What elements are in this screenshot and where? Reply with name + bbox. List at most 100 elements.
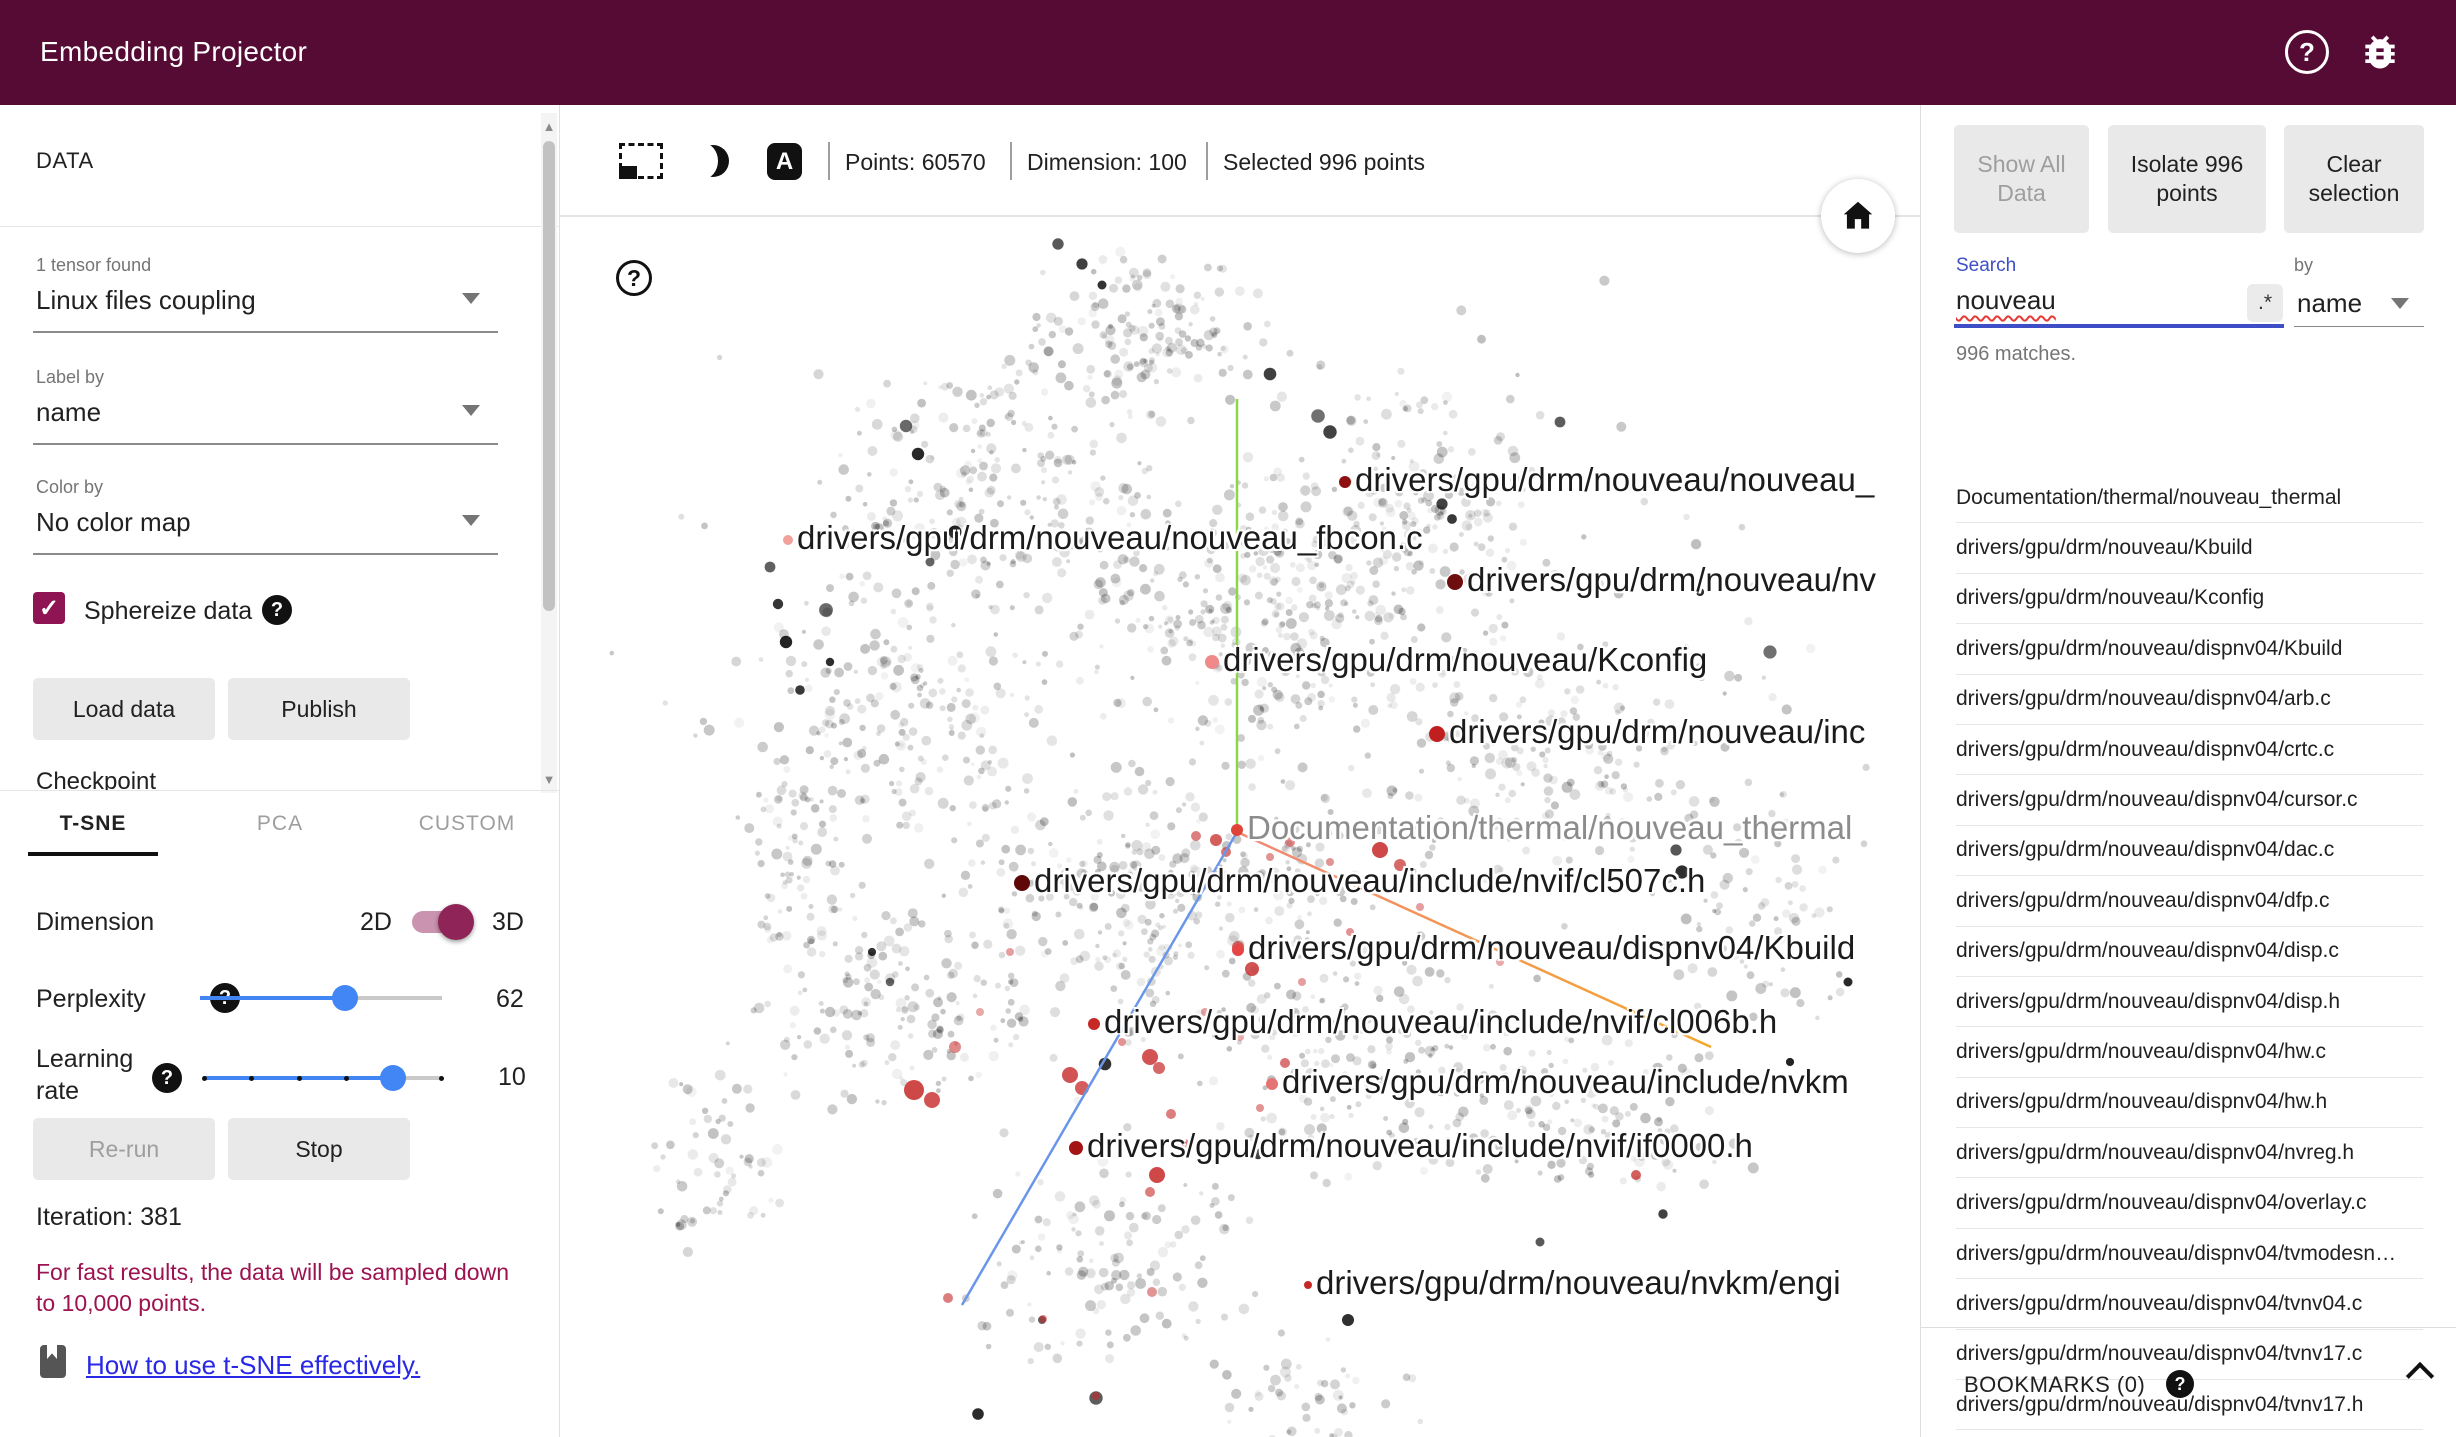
load-data-button[interactable]: Load data [33, 678, 215, 740]
scrollbar-thumb[interactable] [543, 141, 555, 611]
search-result-item[interactable]: drivers/gpu/drm/nouveau/dispnv04/tvnv04.… [1956, 1279, 2423, 1330]
perplexity-label: Perplexity [36, 985, 146, 1013]
learning-rate-slider-knob[interactable] [380, 1065, 406, 1091]
point-label-text: drivers/gpu/drm/nouveau/nv [1467, 561, 1877, 598]
point-label-text: Documentation/thermal/nouveau_thermal [1247, 809, 1853, 846]
chevron-down-icon[interactable] [462, 293, 480, 304]
selected-point-dot[interactable] [1069, 1141, 1083, 1156]
checkpoint-label: Checkpoint [36, 768, 157, 790]
search-result-item[interactable]: drivers/gpu/drm/nouveau/dispnv04/tvmodes… [1956, 1229, 2423, 1280]
scroll-up-icon[interactable]: ▲ [542, 119, 556, 134]
isolate-points-button[interactable]: Isolate 996 points [2108, 125, 2266, 233]
point-label: drivers/gpu/drm/nouveau/include/nvkm [1266, 1063, 1849, 1101]
search-result-item[interactable]: drivers/gpu/drm/nouveau/dispnv04/disp.h [1956, 977, 2423, 1028]
search-result-item[interactable]: drivers/gpu/drm/nouveau/dispnv04/tvnv17.… [1956, 1380, 2423, 1431]
point-label-text: drivers/gpu/drm/nouveau/nouveau_ [1355, 461, 1875, 498]
scatter-plot[interactable]: drivers/gpu/drm/nouveau/nouveau_ drivers/… [560, 217, 1920, 1437]
active-tab-underline [28, 852, 158, 856]
bookmarks-help-icon[interactable]: ? [2166, 1370, 2194, 1398]
field-underline [33, 331, 498, 333]
selected-point-dot[interactable] [783, 535, 793, 546]
publish-button[interactable]: Publish [228, 678, 410, 740]
selected-point-dot[interactable] [1429, 726, 1445, 743]
selected-point-dot[interactable] [1266, 1078, 1278, 1091]
search-result-item[interactable]: drivers/gpu/drm/nouveau/dispnv04/hw.c [1956, 1027, 2423, 1078]
sphereize-label: Sphereize data [84, 597, 253, 625]
color-by-label: Color by [36, 477, 104, 497]
learning-rate-value: 10 [498, 1063, 526, 1091]
point-label-text: drivers/gpu/drm/nouveau/Kconfig [1223, 641, 1708, 678]
regex-toggle-button[interactable]: .* [2247, 284, 2283, 322]
search-result-item[interactable]: drivers/gpu/drm/nouveau/dispnv04/overlay… [1956, 1178, 2423, 1229]
tab-pca[interactable]: PCA [256, 812, 304, 835]
box-select-icon[interactable] [619, 143, 663, 179]
reset-view-button[interactable] [1821, 179, 1895, 253]
rerun-button[interactable]: Re-run [33, 1118, 215, 1180]
stop-button[interactable]: Stop [228, 1118, 410, 1180]
home-icon [1843, 201, 1873, 229]
point-label: drivers/gpu/drm/nouveau/nvkm/engi [1304, 1264, 1841, 1302]
labels-toggle-icon[interactable]: A [767, 143, 802, 180]
sampling-warning: For fast results, the data will be sampl… [36, 1259, 510, 1316]
canvas-help-icon[interactable]: ? [616, 260, 652, 296]
tab-custom[interactable]: CUSTOM [418, 812, 516, 835]
clear-selection-button[interactable]: Clear selection [2284, 125, 2424, 233]
bug-report-icon[interactable] [2358, 30, 2402, 74]
app-title: Embedding Projector [40, 36, 308, 67]
search-result-item[interactable]: drivers/gpu/drm/nouveau/dispnv04/disp.c [1956, 927, 2423, 977]
selected-point-dot[interactable] [1014, 875, 1030, 892]
search-result-item[interactable]: drivers/gpu/drm/nouveau/dispnv04/cursor.… [1956, 775, 2423, 826]
bookmarks-title[interactable]: BOOKMARKS (0) [1964, 1372, 2146, 1397]
night-mode-icon[interactable] [697, 145, 729, 177]
search-result-item[interactable]: Documentation/thermal/nouveau_thermal [1956, 473, 2423, 524]
point-label: drivers/gpu/drm/nouveau/include/nvif/cl5… [1014, 862, 1705, 900]
selected-point-dot[interactable] [1339, 476, 1351, 489]
dim-2d-label: 2D [360, 908, 392, 936]
collapse-bookmarks-icon[interactable] [2408, 1362, 2438, 1384]
selected-point-dot[interactable] [1231, 824, 1243, 837]
slider-tick [439, 1076, 444, 1081]
search-underline [1954, 324, 2284, 328]
perplexity-slider-knob[interactable] [332, 985, 358, 1011]
search-result-item[interactable]: drivers/gpu/drm/nouveau/dispnv04/dfp.c [1956, 876, 2423, 927]
point-label: drivers/gpu/drm/nouveau/nv [1447, 561, 1876, 599]
scroll-down-icon[interactable]: ▼ [542, 772, 556, 787]
dimension-toggle-knob[interactable] [438, 904, 474, 940]
label-by-value: name [36, 397, 102, 427]
search-result-item[interactable]: drivers/gpu/drm/nouveau/Kconfig [1956, 574, 2423, 625]
sphereize-help-icon[interactable]: ? [262, 595, 292, 625]
selected-point-dot[interactable] [1088, 1018, 1100, 1031]
show-all-data-button[interactable]: Show All Data [1954, 125, 2089, 233]
selected-point-dot[interactable] [1205, 655, 1219, 670]
chevron-down-icon[interactable] [462, 405, 480, 416]
dim-3d-label: 3D [492, 908, 524, 936]
learning-rate-help-icon[interactable]: ? [152, 1063, 182, 1093]
sphereize-checkbox[interactable]: ✓ [33, 592, 65, 624]
tsne-help-link[interactable]: How to use t-SNE effectively. [86, 1350, 421, 1380]
search-result-item[interactable]: drivers/gpu/drm/nouveau/dispnv04/hw.h [1956, 1078, 2423, 1129]
divider [560, 215, 1920, 217]
left-panel-scrollbar[interactable]: ▲ ▼ [541, 113, 557, 793]
selected-point-dot[interactable] [1447, 574, 1463, 591]
selected-point-dot[interactable] [1304, 1281, 1312, 1290]
chevron-down-icon[interactable] [462, 515, 480, 526]
matches-count: 996 matches. [1956, 343, 2077, 365]
help-icon[interactable]: ? [2285, 30, 2329, 74]
scatter-points[interactable] [560, 217, 1920, 1437]
search-result-item[interactable]: drivers/gpu/drm/nouveau/dispnv04/dac.c [1956, 826, 2423, 877]
chevron-down-icon[interactable] [2391, 298, 2409, 309]
search-result-item[interactable]: drivers/gpu/drm/nouveau/Kbuild [1956, 523, 2423, 574]
toolbar-separator [1206, 142, 1208, 180]
search-result-item[interactable]: drivers/gpu/drm/nouveau/dispnv04/nvreg.h [1956, 1128, 2423, 1179]
selected-point-dot[interactable] [1232, 944, 1244, 957]
search-result-item[interactable]: drivers/gpu/drm/nouveau/dispnv04/crtc.c [1956, 725, 2423, 776]
search-result-item[interactable]: drivers/gpu/drm/nouveau/dispnv04/Kbuild [1956, 624, 2423, 675]
tensor-found-label: 1 tensor found [36, 255, 152, 275]
search-result-item[interactable]: drivers/gpu/drm/nouveau/dispnv04/arb.c [1956, 675, 2423, 725]
slider-tick [202, 1076, 207, 1081]
tab-tsne[interactable]: T-SNE [59, 812, 127, 835]
search-input[interactable]: nouveau [1956, 285, 2056, 315]
inspector-panel: Show All Data Isolate 996 points Clear s… [1920, 105, 2456, 1437]
box-select-fill [619, 166, 637, 179]
